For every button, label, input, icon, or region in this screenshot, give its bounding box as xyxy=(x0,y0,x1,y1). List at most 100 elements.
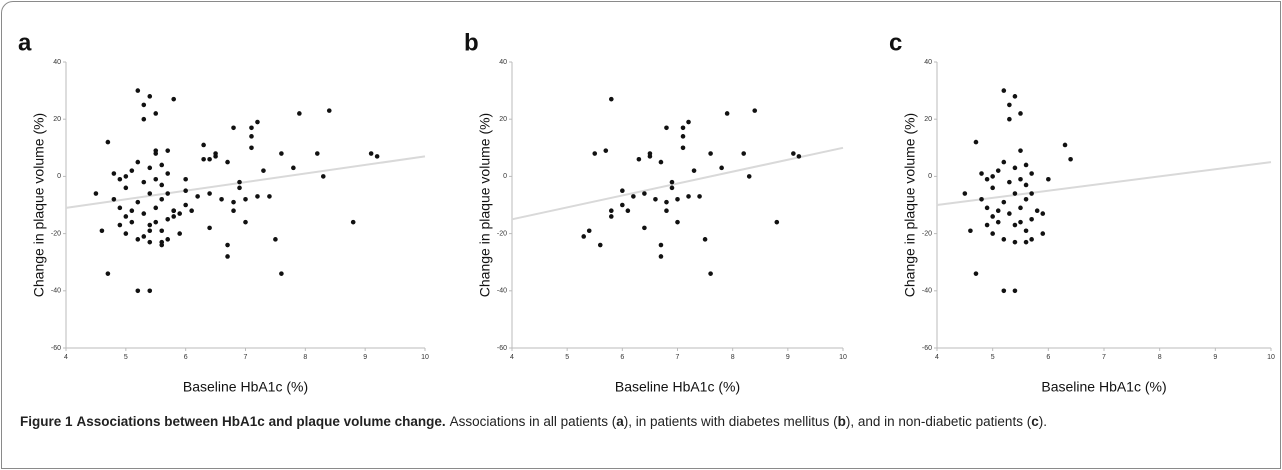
point xyxy=(171,96,176,102)
trend-line xyxy=(936,161,1272,206)
point xyxy=(225,254,230,259)
point xyxy=(99,228,105,234)
point xyxy=(1012,222,1018,228)
point xyxy=(702,237,708,242)
x-tick-label: 10 xyxy=(1267,354,1275,361)
point xyxy=(147,165,153,171)
point xyxy=(165,237,171,242)
point xyxy=(225,159,230,165)
point xyxy=(658,159,664,165)
y-tick-label: 20 xyxy=(924,116,932,123)
point xyxy=(183,188,188,193)
y-tick-label: 20 xyxy=(53,116,61,123)
point xyxy=(995,219,1001,225)
trend-line xyxy=(65,155,426,209)
point xyxy=(141,116,147,122)
point xyxy=(620,188,625,193)
point xyxy=(225,242,230,248)
point xyxy=(642,191,647,196)
y-tick-label: -40 xyxy=(497,288,507,295)
point xyxy=(609,96,614,102)
point xyxy=(686,119,691,125)
point xyxy=(1029,191,1034,196)
point xyxy=(675,219,680,225)
point xyxy=(642,225,647,231)
point xyxy=(279,271,284,276)
point xyxy=(1029,171,1034,176)
point xyxy=(171,208,176,214)
point xyxy=(719,165,724,171)
point xyxy=(1023,239,1029,245)
y-tick-label: -60 xyxy=(922,345,932,352)
caption-text: b xyxy=(837,414,846,429)
x-tick-label: 6 xyxy=(620,354,624,361)
point xyxy=(796,154,802,159)
y-tick-label: 20 xyxy=(499,116,507,123)
point xyxy=(213,151,218,156)
point xyxy=(686,194,691,199)
point xyxy=(1007,116,1012,122)
point xyxy=(609,208,614,214)
trend-line xyxy=(511,146,844,221)
point xyxy=(320,174,326,179)
point xyxy=(123,214,129,219)
panel-letter: a xyxy=(18,29,32,56)
point xyxy=(973,271,979,276)
point xyxy=(297,111,302,116)
point xyxy=(1029,217,1034,222)
x-tick-label: 8 xyxy=(303,354,307,361)
point xyxy=(979,171,984,176)
point xyxy=(117,176,123,182)
x-axis-label: Baseline HbA1c (%) xyxy=(1041,379,1166,395)
x-tick-label: 7 xyxy=(676,354,680,361)
caption-text: c xyxy=(1031,414,1039,429)
point xyxy=(135,88,141,93)
point xyxy=(597,242,603,248)
y-tick-label: -60 xyxy=(497,345,507,352)
point xyxy=(1018,148,1023,153)
point xyxy=(183,202,188,208)
y-axis-label: Change in plaque volume (%) xyxy=(31,113,47,297)
y-axis-label: Change in plaque volume (%) xyxy=(902,113,918,297)
point xyxy=(1001,199,1007,205)
point xyxy=(153,176,159,182)
x-tick-label: 7 xyxy=(1102,354,1106,361)
point xyxy=(1018,176,1023,182)
y-tick-label: 40 xyxy=(499,59,507,66)
point xyxy=(368,151,374,156)
point xyxy=(1029,237,1034,242)
point xyxy=(129,208,135,214)
point xyxy=(171,214,176,219)
point xyxy=(159,162,165,168)
point xyxy=(147,288,153,294)
point xyxy=(1007,211,1012,216)
point xyxy=(664,199,669,205)
point xyxy=(123,174,129,179)
point xyxy=(1012,239,1018,245)
y-tick-label: -20 xyxy=(497,230,507,237)
point xyxy=(105,271,111,276)
point xyxy=(231,199,236,205)
point xyxy=(658,242,664,248)
point xyxy=(990,185,995,191)
point xyxy=(669,185,675,191)
point xyxy=(1023,182,1029,188)
x-tick-label: 9 xyxy=(363,354,367,361)
point xyxy=(675,196,680,202)
x-tick-label: 8 xyxy=(1158,354,1162,361)
y-axis-label: Change in plaque volume (%) xyxy=(477,113,493,297)
x-tick-label: 9 xyxy=(786,354,790,361)
point xyxy=(279,151,284,156)
point xyxy=(1012,94,1018,99)
x-tick-label: 8 xyxy=(731,354,735,361)
point xyxy=(1034,208,1040,214)
point xyxy=(609,214,614,219)
point xyxy=(231,208,236,214)
caption-text: a xyxy=(616,414,624,429)
caption-text: ), and in non-diabetic patients ( xyxy=(845,414,1032,429)
x-axis-label: Baseline HbA1c (%) xyxy=(183,379,308,395)
y-tick-label: 0 xyxy=(57,173,61,180)
x-axis-label: Baseline HbA1c (%) xyxy=(615,379,740,395)
x-tick-label: 5 xyxy=(124,354,128,361)
